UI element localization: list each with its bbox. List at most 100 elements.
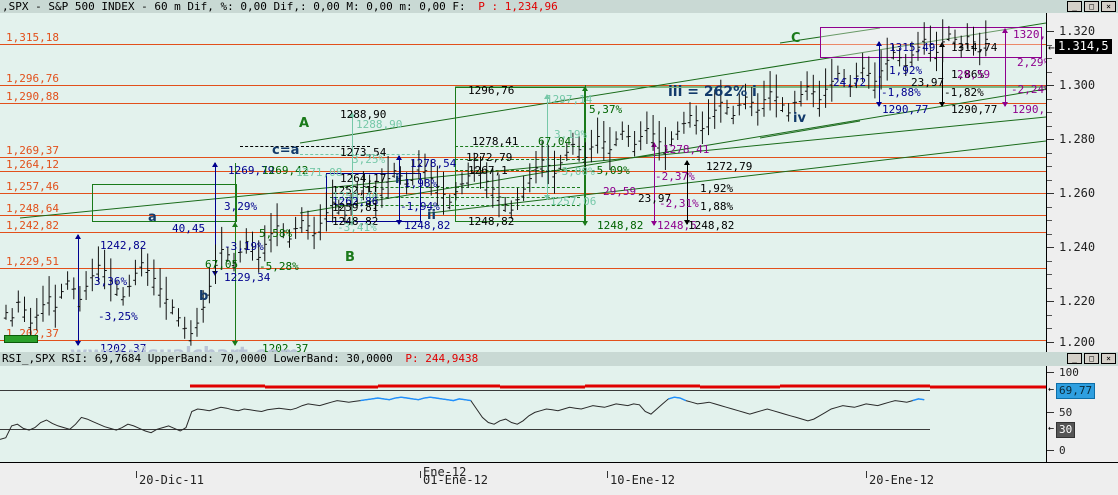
chart-annotation-label: 1202,37: [100, 342, 147, 352]
price-axis-label: 1.200: [1059, 335, 1096, 349]
ohlc-price-bars: [3, 19, 988, 346]
chart-annotation-label: 1,98%: [404, 177, 438, 190]
price-axis-minor-tick: [1047, 98, 1052, 100]
chart-annotation-label: -3,25%: [98, 310, 138, 323]
fibonacci-projection-label: iii = 262% i: [668, 84, 757, 100]
chart-annotation-label: 3,25%: [352, 153, 386, 166]
chart-annotation-label: 1272,79: [706, 160, 753, 173]
price-pane-window-controls: _ □ ×: [1067, 1, 1116, 12]
chart-annotation-label: 1248,82: [332, 215, 379, 228]
rsi-header-p-value: P: 244,9438: [405, 352, 479, 365]
chart-annotation-label: 1202,37: [262, 342, 309, 352]
rsi-maximize-icon[interactable]: □: [1084, 353, 1099, 364]
price-level-line[interactable]: [0, 157, 1046, 158]
price-axis-minor-tick: [1047, 287, 1052, 289]
chart-annotation-label: -1,88%: [881, 86, 921, 99]
price-axis-label: 1.280: [1059, 132, 1096, 146]
rsi-plot-area[interactable]: [0, 366, 1046, 462]
rsi-axis-tick: [1047, 372, 1054, 373]
dashed-line-1273: [240, 146, 370, 147]
price-level-line[interactable]: [0, 340, 1046, 341]
price-axis-tick: [1047, 31, 1054, 32]
rsi-pane-header: RSI_,SPX RSI: 69,7684 UpperBand: 70,0000…: [0, 352, 1118, 366]
dashed-line-1278: [455, 146, 585, 147]
chart-annotation-label: 1248,82: [404, 219, 451, 232]
chart-annotation-label: 1297,14: [546, 93, 593, 106]
chart-annotation-label: 1242,82: [100, 239, 147, 252]
chart-annotation-label: 3,19%: [554, 128, 588, 141]
time-axis-month-label: Ene-12: [423, 465, 467, 479]
dashed-line-325: [300, 154, 420, 155]
wave-label: iv: [793, 111, 806, 126]
chart-annotation-label: 67,04: [538, 135, 572, 148]
chart-annotation-label: 1278,41: [472, 135, 519, 148]
rsi-close-icon[interactable]: ×: [1101, 353, 1116, 364]
price-axis-minor-tick: [1047, 152, 1052, 154]
wave-label: ii: [427, 208, 436, 223]
price-level-line[interactable]: [0, 171, 1046, 172]
measure-box-green-large: [455, 87, 585, 222]
chart-annotation-label: 1278,41: [663, 143, 710, 156]
rsi-lower-band-line: [0, 429, 930, 430]
chart-annotation-label: 1320,3: [1013, 28, 1046, 41]
price-axis-label: 1.320: [1059, 24, 1096, 38]
chart-annotation-label: -5,28%: [259, 260, 299, 273]
chart-annotation-label: 1,86%: [951, 68, 985, 81]
chart-annotation-label: 1269,79: [228, 164, 275, 177]
price-level-label: 1,248,64: [6, 202, 59, 215]
chart-annotation-label: 1229,34: [224, 271, 271, 284]
chart-annotation-label: 1248,5: [657, 219, 697, 232]
price-plot-area[interactable]: 1,315,18 1,296,76 1,290,88 1,269,37 1,264,12…: [0, 13, 1046, 352]
price-axis-minor-tick: [1047, 220, 1052, 221]
chart-annotation-label: -5,09%: [590, 164, 630, 177]
price-level-line[interactable]: [0, 268, 1046, 269]
chart-annotation-label: 1264,17: [340, 172, 387, 185]
price-axis[interactable]: 1.320 1.300 1.280 1.260 1.240 1.220 1.200 ← 1.…: [1046, 13, 1118, 352]
price-level-line[interactable]: [0, 85, 1046, 86]
rsi-pane-window-controls: _ □ ×: [1067, 353, 1116, 364]
price-header-last-price: P : 1,234,96: [478, 0, 558, 13]
price-axis-minor-tick: [1047, 125, 1052, 127]
chart-annotation-label: 1273,54: [340, 146, 387, 159]
chart-annotation-label: 29,59: [603, 185, 637, 198]
chart-annotation-label: 1290,77: [882, 103, 929, 116]
rsi-minimize-icon[interactable]: _: [1067, 353, 1082, 364]
chart-annotation-label: 1248,82: [597, 219, 644, 232]
time-tick: [607, 471, 608, 478]
price-axis-minor-tick: [1047, 166, 1052, 167]
current-price-arrow-icon: ←: [1048, 41, 1055, 54]
wave-label: c=a: [272, 143, 300, 158]
price-axis-label: 1.300: [1059, 78, 1096, 92]
price-axis-minor-tick: [1047, 179, 1052, 181]
chart-annotation-label: -2,31%: [659, 197, 699, 210]
maximize-icon[interactable]: □: [1084, 1, 1099, 12]
price-level-line[interactable]: [0, 44, 1046, 45]
chart-annotation-label: 1259,81: [332, 201, 379, 214]
minimize-icon[interactable]: _: [1067, 1, 1082, 12]
chart-annotation-label: -3,41%: [337, 221, 377, 234]
price-axis-minor-tick: [1047, 206, 1052, 208]
price-level-line[interactable]: [0, 232, 1046, 233]
price-level-line[interactable]: [0, 103, 1046, 104]
close-icon[interactable]: ×: [1101, 1, 1116, 12]
price-level-label: 1,296,76: [6, 72, 59, 85]
time-axis-label: 20-Dic-11: [139, 473, 205, 487]
time-axis[interactable]: 20-Dic-11 01-Ene-12 10-Ene-12 20-Ene-12: [0, 462, 1118, 495]
price-level-line[interactable]: [0, 193, 1046, 194]
chart-annotation-label: 1248,82: [468, 215, 515, 228]
visualchart-watermark: www.visualchart.com: [70, 343, 299, 352]
time-tick: [866, 471, 867, 478]
price-level-label: 1,269,37: [6, 144, 59, 157]
rsi-axis-tick: [1047, 450, 1054, 451]
chart-annotation-label: -1,94%: [400, 200, 440, 213]
price-level-line[interactable]: [0, 215, 1046, 216]
chart-annotation-label: 1271,08: [296, 166, 343, 179]
price-axis-tick: [1047, 301, 1054, 302]
dashed-line-1262: [330, 187, 580, 188]
chart-annotation-label: 1278,54: [410, 157, 457, 170]
price-header-text: ,SPX - S&P 500 INDEX - 60 m Dif, %: 0,00…: [2, 0, 466, 13]
chart-annotation-label: -2,24%: [1011, 83, 1046, 96]
rsi-axis[interactable]: 100 50 0 ← 69,77 ← 30: [1046, 366, 1118, 462]
chart-annotation-label: 1,88%: [700, 200, 734, 213]
